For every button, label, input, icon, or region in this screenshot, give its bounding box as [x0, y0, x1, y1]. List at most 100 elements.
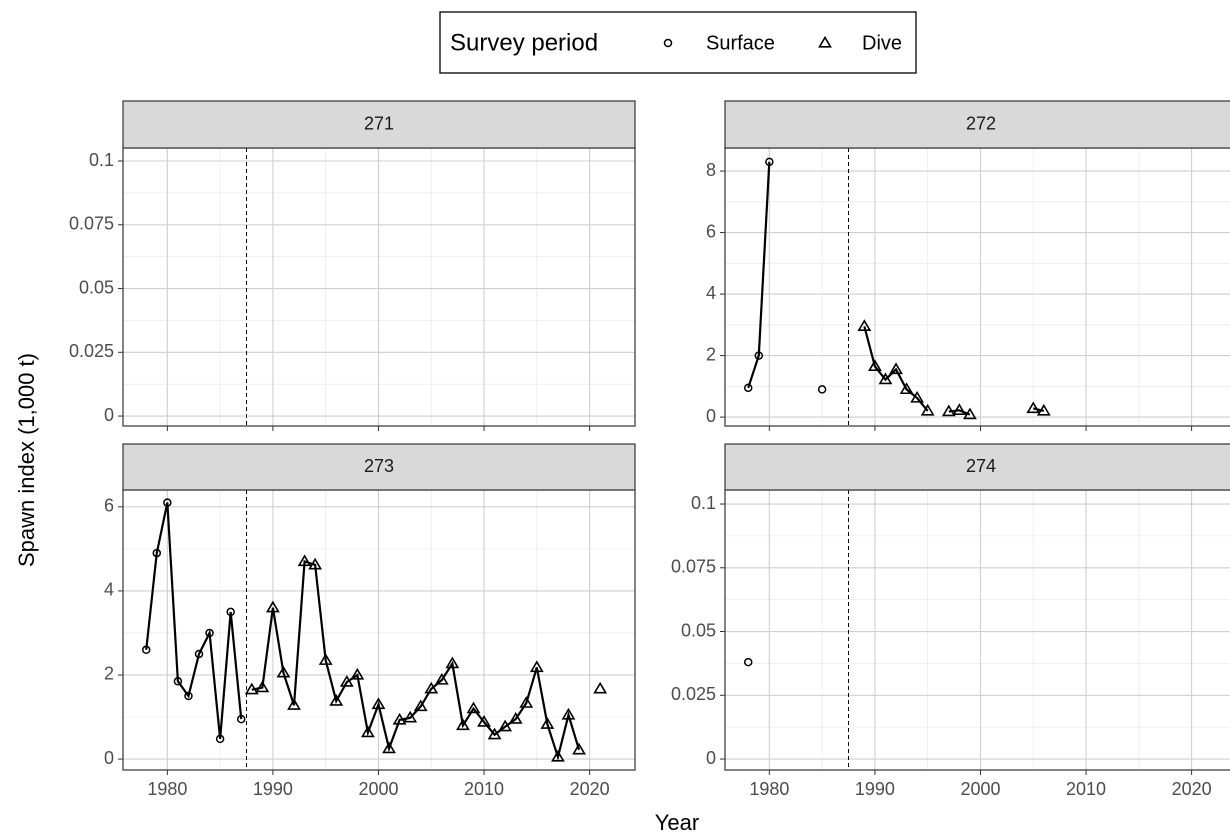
y-tick-label: 0.075 — [69, 214, 114, 234]
triangle-marker — [329, 693, 344, 706]
circle-marker — [743, 657, 753, 667]
panel: 0 2 4 6 8 272 — [706, 100, 1230, 431]
triangle-marker — [920, 403, 935, 416]
triangle-marker — [424, 681, 439, 694]
triangle-marker — [244, 682, 259, 695]
triangle-marker — [371, 697, 386, 710]
triangle-marker — [308, 557, 323, 570]
y-tick-label: 0.05 — [681, 620, 716, 640]
y-tick-label: 6 — [706, 221, 716, 241]
y-tick-label: 0.075 — [671, 557, 716, 577]
y-tick-label: 0 — [104, 748, 114, 768]
triangle-marker — [1036, 403, 1051, 416]
legend-box — [439, 11, 917, 74]
circle-marker — [743, 383, 753, 393]
x-tick-label: 2010 — [464, 779, 504, 799]
panel-title: 274 — [966, 456, 996, 476]
strip — [122, 100, 636, 149]
y-tick-label: 0.025 — [69, 341, 114, 361]
y-tick-label: 2 — [104, 664, 114, 684]
y-tick-label: 4 — [104, 580, 114, 600]
panel-title: 271 — [364, 113, 394, 133]
panel-title: 272 — [966, 113, 996, 133]
circle-marker — [173, 677, 183, 686]
triangle-marker — [910, 390, 925, 403]
x-tick-label: 2000 — [960, 779, 1000, 799]
triangle-marker — [445, 656, 460, 669]
triangle-marker — [1026, 401, 1041, 414]
y-tick-label: 0 — [706, 748, 716, 768]
circle-marker — [765, 157, 774, 167]
panel-title: 273 — [364, 456, 394, 476]
series-line — [145, 502, 243, 739]
triangle-marker — [287, 698, 301, 710]
circle-marker — [141, 645, 151, 655]
triangle-marker — [899, 382, 914, 395]
triangle-marker — [255, 680, 270, 693]
strip — [724, 443, 1230, 491]
y-tick-label: 6 — [104, 496, 114, 516]
triangle-marker — [540, 717, 555, 729]
triangle-marker — [551, 749, 565, 762]
panel: 0 0.025 0.05 0.075 0.1 1980 1990 2000 2010 2020 27… — [671, 443, 1230, 799]
y-tick-label: 0.05 — [79, 277, 114, 297]
triangle-marker — [941, 404, 956, 417]
circle-marker — [754, 351, 764, 360]
y-tick-label: 0.1 — [691, 493, 716, 513]
panel-bg — [725, 148, 1230, 426]
y-tick-label: 0 — [104, 405, 114, 425]
y-tick-label: 8 — [706, 160, 716, 180]
triangle-marker — [403, 710, 418, 723]
triangle-marker — [889, 362, 903, 375]
panel: 0 0.025 0.05 0.075 0.1 271 — [69, 100, 636, 431]
circle-marker — [236, 714, 246, 724]
triangle-marker — [477, 714, 491, 727]
triangle-marker — [266, 600, 280, 613]
legend-marker — [818, 35, 832, 48]
circle-marker — [163, 498, 172, 507]
triangle-marker — [434, 672, 449, 685]
triangle-marker — [561, 707, 576, 720]
x-axis-label: Year — [655, 810, 699, 835]
x-tick-label: 2010 — [1066, 779, 1106, 799]
panel-bg — [725, 490, 1230, 770]
strip — [724, 100, 1230, 149]
circle-marker — [226, 607, 235, 617]
x-tick-label: 1980 — [147, 779, 187, 799]
triangle-marker — [297, 554, 312, 567]
triangle-marker — [318, 653, 333, 665]
x-tick-label: 2000 — [358, 779, 398, 799]
triangle-marker — [878, 372, 893, 385]
y-tick-label: 4 — [706, 283, 716, 303]
circle-marker — [215, 734, 225, 744]
x-tick-label: 1990 — [253, 779, 293, 799]
legend-title: Survey period — [450, 29, 598, 56]
y-tick-label: 2 — [706, 344, 716, 364]
triangle-marker — [487, 727, 502, 740]
triangle-marker — [498, 719, 513, 732]
triangle-marker — [382, 741, 396, 754]
triangle-marker — [466, 701, 481, 714]
legend-label: Dive — [862, 32, 902, 54]
legend-label: Surface — [706, 32, 775, 54]
triangle-marker — [350, 667, 365, 680]
circle-marker — [817, 385, 827, 394]
triangle-marker — [868, 359, 882, 371]
triangle-marker — [413, 699, 428, 712]
triangle-marker — [456, 718, 470, 731]
triangle-marker — [572, 742, 586, 755]
x-tick-label: 1990 — [855, 779, 895, 799]
triangle-marker — [392, 712, 407, 725]
triangle-marker — [963, 407, 977, 420]
y-tick-label: 0.025 — [671, 684, 716, 704]
y-tick-label: 0.1 — [89, 150, 114, 170]
triangle-marker — [361, 725, 375, 738]
circle-marker — [205, 628, 214, 638]
triangle-marker — [529, 660, 544, 673]
panel: 0 2 4 6 1980 1990 2000 2010 2020 273 — [104, 443, 636, 799]
circle-marker — [152, 548, 162, 558]
triangle-marker — [508, 712, 523, 724]
strip — [122, 443, 636, 491]
